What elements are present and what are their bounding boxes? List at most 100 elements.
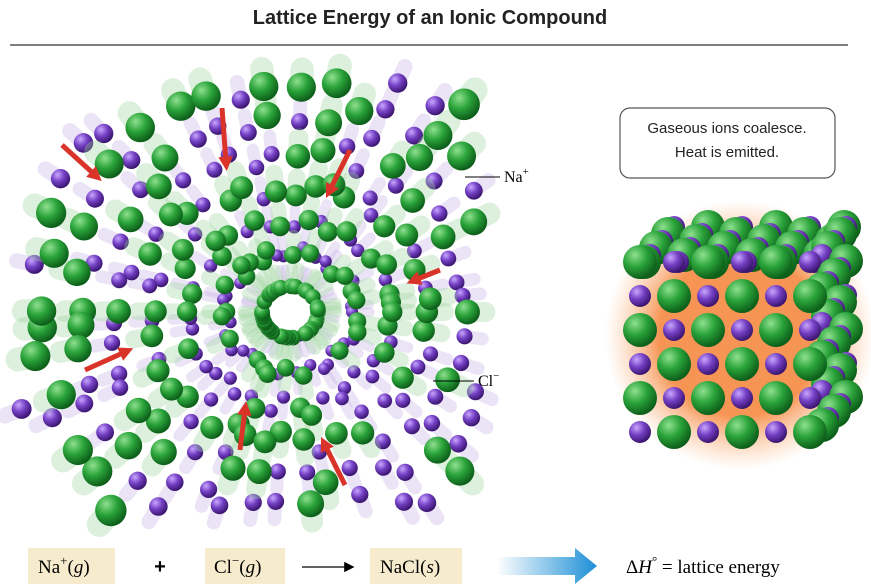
chloride-ion [793, 347, 827, 381]
sodium-ion [663, 387, 685, 409]
chloride-ion [406, 144, 433, 171]
chloride-ion [160, 378, 183, 401]
chloride-ion [623, 313, 657, 347]
sodium-ion [318, 363, 330, 375]
sodium-ion [395, 393, 410, 408]
sodium-ion [397, 464, 414, 481]
sodium-ion [663, 251, 685, 273]
chloride-ion [657, 279, 691, 313]
chloride-ion [301, 244, 319, 262]
chloride-ion [351, 421, 374, 444]
chloride-ion [20, 341, 50, 371]
sodium-ion [122, 151, 140, 169]
sodium-ion [440, 251, 456, 267]
sodium-ion [264, 404, 278, 418]
sodium-ion [94, 124, 113, 143]
sodium-ion [453, 355, 469, 371]
callout-box [620, 108, 835, 178]
chloride-ion [265, 180, 287, 202]
chloride-ion [395, 224, 418, 247]
chloride-ion [159, 203, 183, 227]
chloride-ion [374, 342, 394, 362]
sodium-ion [166, 473, 184, 491]
chloride-ion [345, 97, 373, 125]
chloride-ion [205, 231, 226, 252]
sodium-ion [199, 360, 213, 374]
chloride-ion [36, 198, 66, 228]
chloride-ion [232, 256, 250, 274]
chloride-ion [125, 113, 155, 143]
sodium-ion [799, 251, 821, 273]
chloride-ion [270, 216, 290, 236]
chloride-ion [151, 439, 177, 465]
sodium-ion [431, 205, 447, 221]
sodium-ion [765, 353, 787, 375]
chloride-ion [310, 138, 335, 163]
chloride-ion [725, 347, 759, 381]
chloride-ion [67, 312, 94, 339]
chloride-ion [287, 73, 316, 102]
sodium-ion [204, 392, 218, 406]
chloride-ion [258, 365, 276, 383]
chloride-ion [400, 188, 425, 213]
sodium-ion [731, 387, 753, 409]
sodium-ion [149, 497, 168, 516]
sodium-ion [112, 379, 129, 396]
chloride-ion [691, 381, 725, 415]
gaseous-ions [5, 66, 492, 527]
sodium-ion [316, 391, 329, 404]
chloride-ion [138, 242, 162, 266]
chloride-ion [297, 490, 324, 517]
chloride-ion [445, 457, 474, 486]
sodium-ion [228, 387, 242, 401]
sodium-ion [51, 169, 70, 188]
chloride-ion [424, 437, 451, 464]
chloride-ion [106, 299, 131, 324]
sodium-ion [697, 353, 719, 375]
chloride-ion [759, 381, 793, 415]
sodium-ion [291, 113, 308, 130]
sodium-ion [270, 463, 286, 479]
chloride-ion [292, 428, 315, 451]
chloride-ion [299, 210, 319, 230]
sodium-ion [232, 91, 250, 109]
chloride-ion [200, 416, 223, 439]
sodium-ion [456, 328, 472, 344]
sodium-ion [424, 415, 440, 431]
sodium-label: Na+ [504, 166, 529, 186]
sodium-ion [411, 360, 426, 375]
chloride-ion [63, 259, 90, 286]
chloride-ion [146, 359, 169, 382]
sodium-ion [465, 182, 483, 200]
chloride-ion [257, 241, 275, 259]
sodium-ion [418, 493, 437, 512]
chloride-ion [126, 398, 152, 424]
chloride-ion [423, 121, 452, 150]
sodium-ion [731, 251, 753, 273]
sodium-ion [388, 178, 404, 194]
chloride-ion [759, 245, 793, 279]
sodium-ion [351, 486, 368, 503]
chloride-ion [47, 380, 76, 409]
sodium-ion [142, 278, 157, 293]
callout-text: Gaseous ions coalesce. [647, 120, 806, 137]
sodium-ion [264, 146, 280, 162]
chloride-ion [118, 207, 144, 233]
sodium-ion [388, 73, 407, 92]
chloride-ion [336, 267, 354, 285]
chloride-ion [247, 459, 272, 484]
chloride-ion [285, 184, 307, 206]
chloride-ion [294, 366, 312, 384]
chloride-ion [623, 245, 657, 279]
sodium-ion [175, 172, 191, 188]
sodium-ion [375, 459, 392, 476]
chloride-ion [793, 415, 827, 449]
chloride-ion [191, 81, 220, 110]
sodium-ion [663, 319, 685, 341]
sodium-ion [697, 285, 719, 307]
chloride-ion [249, 72, 278, 101]
sodium-ion [363, 190, 378, 205]
chloride-ion [27, 296, 56, 325]
sodium-ion [183, 414, 198, 429]
chloride-ion [313, 469, 339, 495]
